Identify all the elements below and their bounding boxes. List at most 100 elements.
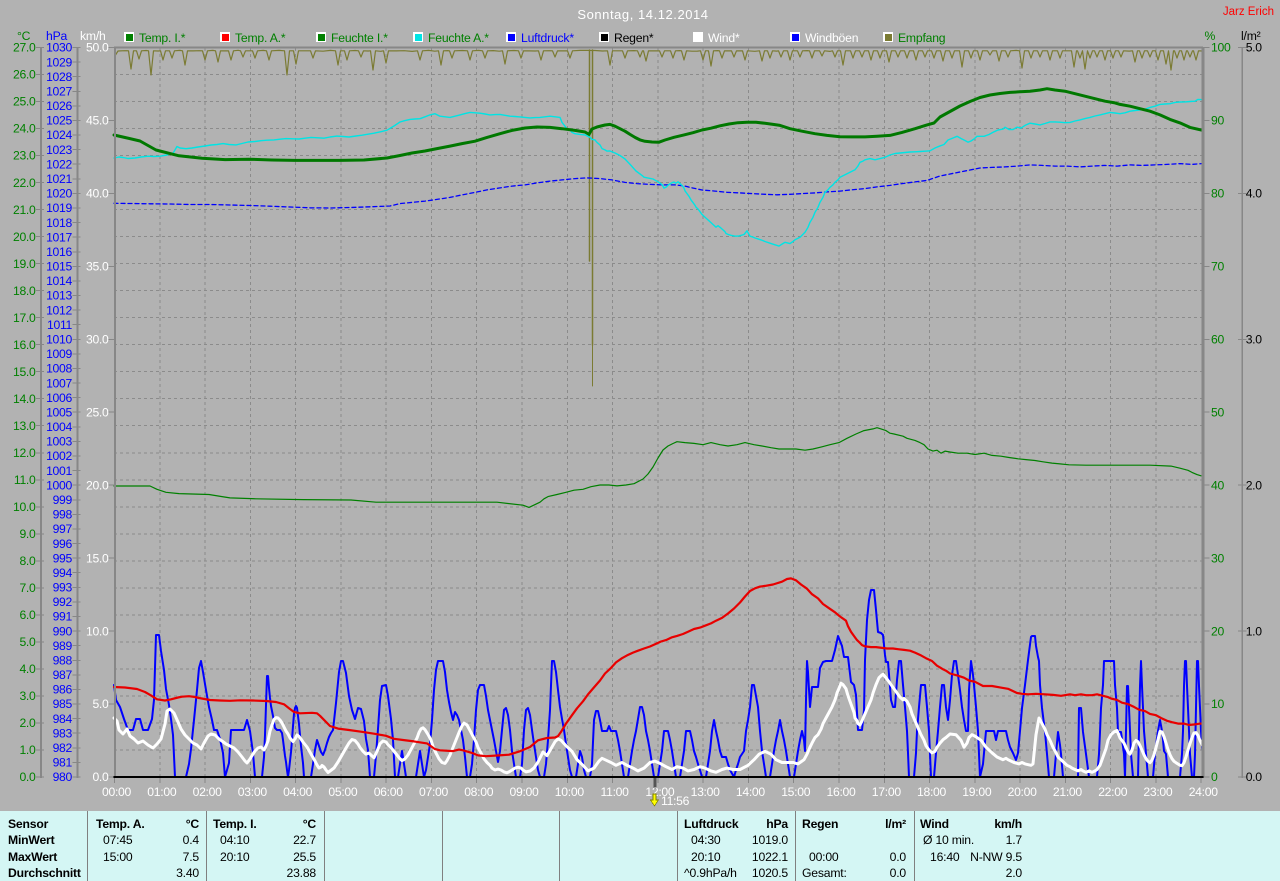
svg-text:27.0: 27.0 (13, 41, 36, 55)
svg-text:1026: 1026 (46, 99, 72, 113)
svg-text:10.0: 10.0 (13, 500, 36, 514)
svg-text:10.0: 10.0 (86, 624, 109, 638)
svg-text:999: 999 (53, 493, 73, 507)
svg-text:995: 995 (53, 551, 73, 565)
svg-text:4.0: 4.0 (1246, 187, 1263, 201)
svg-text:90: 90 (1211, 114, 1224, 128)
svg-text:4.0: 4.0 (19, 662, 36, 676)
svg-text:1000: 1000 (46, 478, 72, 492)
svg-text:20:00: 20:00 (1008, 785, 1038, 799)
svg-text:13:00: 13:00 (691, 785, 721, 799)
svg-text:0.0: 0.0 (92, 770, 109, 784)
svg-text:11:56: 11:56 (661, 794, 690, 808)
svg-text:30: 30 (1211, 551, 1224, 565)
svg-text:18:00: 18:00 (917, 785, 947, 799)
svg-text:1021: 1021 (46, 172, 72, 186)
svg-text:991: 991 (53, 610, 73, 624)
svg-text:0.0: 0.0 (19, 770, 36, 784)
svg-text:03:00: 03:00 (238, 785, 268, 799)
svg-text:21.0: 21.0 (13, 203, 36, 217)
svg-text:10: 10 (1211, 697, 1224, 711)
svg-text:45.0: 45.0 (86, 114, 109, 128)
svg-text:21:00: 21:00 (1053, 785, 1083, 799)
svg-text:5.0: 5.0 (19, 635, 36, 649)
svg-text:50.0: 50.0 (86, 41, 109, 55)
svg-text:60: 60 (1211, 333, 1224, 347)
svg-text:1010: 1010 (46, 333, 72, 347)
svg-text:1023: 1023 (46, 143, 72, 157)
svg-text:3.0: 3.0 (1246, 333, 1263, 347)
svg-text:1009: 1009 (46, 347, 72, 361)
svg-text:18.0: 18.0 (13, 284, 36, 298)
svg-text:3.0: 3.0 (19, 689, 36, 703)
svg-text:04:00: 04:00 (283, 785, 313, 799)
svg-text:20: 20 (1211, 624, 1224, 638)
svg-text:994: 994 (53, 566, 73, 580)
svg-text:19.0: 19.0 (13, 257, 36, 271)
svg-text:1014: 1014 (46, 274, 72, 288)
svg-text:1025: 1025 (46, 114, 72, 128)
svg-text:1028: 1028 (46, 70, 72, 84)
svg-text:982: 982 (53, 741, 73, 755)
svg-text:09:00: 09:00 (510, 785, 540, 799)
svg-text:983: 983 (53, 726, 73, 740)
svg-text:15.0: 15.0 (13, 365, 36, 379)
svg-text:40.0: 40.0 (86, 187, 109, 201)
svg-text:1022: 1022 (46, 157, 72, 171)
svg-text:100: 100 (1211, 41, 1231, 55)
svg-text:1005: 1005 (46, 405, 72, 419)
svg-text:22:00: 22:00 (1098, 785, 1128, 799)
svg-text:01:00: 01:00 (147, 785, 177, 799)
svg-text:35.0: 35.0 (86, 260, 109, 274)
svg-text:13.0: 13.0 (13, 419, 36, 433)
svg-text:19:00: 19:00 (962, 785, 992, 799)
svg-text:0.0: 0.0 (1246, 770, 1263, 784)
svg-text:7.0: 7.0 (19, 581, 36, 595)
svg-text:1019: 1019 (46, 201, 72, 215)
svg-text:1007: 1007 (46, 376, 72, 390)
svg-text:24:00: 24:00 (1189, 785, 1219, 799)
svg-text:1016: 1016 (46, 245, 72, 259)
svg-text:1008: 1008 (46, 362, 72, 376)
svg-text:16.0: 16.0 (13, 338, 36, 352)
svg-text:25.0: 25.0 (86, 405, 109, 419)
svg-text:1012: 1012 (46, 303, 72, 317)
svg-text:15.0: 15.0 (86, 551, 109, 565)
svg-text:07:00: 07:00 (419, 785, 449, 799)
svg-text:1029: 1029 (46, 55, 72, 69)
svg-text:17.0: 17.0 (13, 311, 36, 325)
svg-text:1.0: 1.0 (19, 743, 36, 757)
svg-text:14.0: 14.0 (13, 392, 36, 406)
svg-text:40: 40 (1211, 478, 1224, 492)
svg-text:24.0: 24.0 (13, 122, 36, 136)
svg-text:1020: 1020 (46, 187, 72, 201)
svg-text:1018: 1018 (46, 216, 72, 230)
svg-text:8.0: 8.0 (19, 554, 36, 568)
svg-text:11:00: 11:00 (601, 785, 630, 799)
svg-text:987: 987 (53, 668, 73, 682)
svg-text:22.0: 22.0 (13, 176, 36, 190)
svg-text:997: 997 (53, 522, 73, 536)
svg-text:984: 984 (53, 712, 73, 726)
svg-text:00:00: 00:00 (102, 785, 132, 799)
svg-text:70: 70 (1211, 260, 1224, 274)
svg-text:980: 980 (53, 770, 73, 784)
svg-text:10:00: 10:00 (555, 785, 585, 799)
svg-text:1030: 1030 (46, 41, 72, 55)
svg-text:1011: 1011 (47, 318, 73, 332)
svg-text:50: 50 (1211, 405, 1224, 419)
svg-text:990: 990 (53, 624, 73, 638)
svg-text:1015: 1015 (46, 260, 72, 274)
svg-text:2.0: 2.0 (19, 716, 36, 730)
svg-text:23:00: 23:00 (1143, 785, 1173, 799)
svg-text:5.0: 5.0 (92, 697, 109, 711)
svg-text:1003: 1003 (46, 435, 72, 449)
svg-text:992: 992 (53, 595, 73, 609)
svg-text:08:00: 08:00 (464, 785, 494, 799)
svg-text:30.0: 30.0 (86, 333, 109, 347)
svg-text:80: 80 (1211, 187, 1224, 201)
svg-text:985: 985 (53, 697, 73, 711)
svg-text:1013: 1013 (46, 289, 72, 303)
svg-text:05:00: 05:00 (328, 785, 358, 799)
svg-text:5.0: 5.0 (1246, 41, 1263, 55)
